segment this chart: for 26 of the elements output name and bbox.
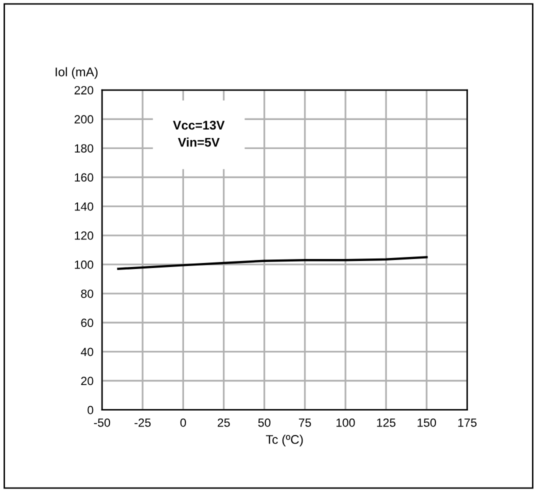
y-tick-label: 80 xyxy=(81,290,94,298)
y-tick-label: 220 xyxy=(74,86,94,94)
y-tick-label: 160 xyxy=(74,173,94,182)
y-tick-label: 20 xyxy=(81,376,94,386)
y-axis-title: Iol (mA) xyxy=(56,67,98,79)
y-tick-label: 120 xyxy=(74,231,94,240)
x-tick-label: 25 xyxy=(218,418,230,427)
x-tick-label: 175 xyxy=(458,418,477,427)
annotation: Vcc=13V Vin=5V xyxy=(172,120,225,147)
x-tick-label: 150 xyxy=(418,418,436,427)
y-tick-label: 200 xyxy=(74,115,94,124)
y-tick-label: 0 xyxy=(88,406,94,414)
x-axis-title: Tc (ºC) xyxy=(266,434,303,446)
x-tick-label: -50 xyxy=(94,418,110,427)
y-tick-label: 100 xyxy=(74,260,94,269)
x-tick-label: 75 xyxy=(298,418,311,427)
x-tick-label: 50 xyxy=(258,418,270,427)
x-tick-label: 0 xyxy=(180,418,186,427)
y-tick-label: 140 xyxy=(74,202,94,211)
y-tick-label: 60 xyxy=(81,318,94,328)
line-series xyxy=(117,256,428,270)
x-tick-label: 100 xyxy=(336,418,355,427)
y-tick-label: 40 xyxy=(80,348,94,356)
y-tick-label: 180 xyxy=(74,144,94,153)
x-tick-label: -25 xyxy=(134,418,151,427)
x-tick-label: 125 xyxy=(377,418,396,427)
